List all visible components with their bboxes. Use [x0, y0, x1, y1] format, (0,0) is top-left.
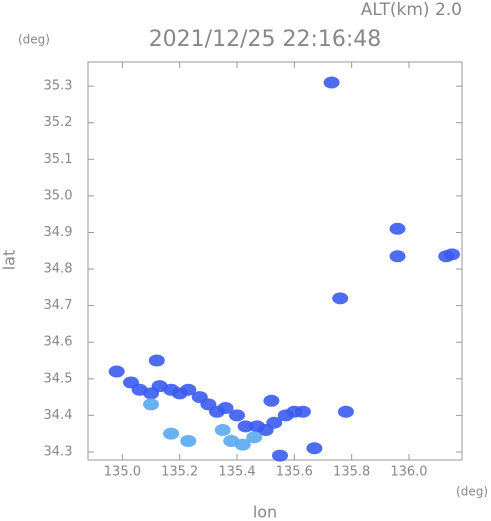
x-axis-label: lon [253, 503, 277, 521]
radar-echo [294, 405, 311, 418]
radar-echo [263, 394, 280, 407]
y-tick-label: 34.6 [44, 335, 73, 350]
radar-echo [272, 449, 289, 462]
y-tick-label: 35.0 [44, 188, 73, 203]
chart-title: 2021/12/25 22:16:48 [149, 27, 382, 52]
radar-echo [389, 250, 406, 263]
y-tick-label: 34.4 [44, 408, 73, 423]
y-tick-label: 34.5 [44, 371, 73, 386]
radar-echo [234, 438, 251, 451]
altitude-label: ALT(km) 2.0 [361, 0, 462, 20]
y-unit: (deg) [18, 33, 50, 47]
y-axis-label: lat [0, 250, 19, 271]
radar-echo [180, 434, 197, 447]
y-tick-label: 35.3 [44, 79, 73, 94]
y-tick-label: 35.2 [44, 115, 73, 130]
x-unit: (deg) [456, 485, 488, 499]
y-tick-label: 34.9 [44, 225, 73, 240]
radar-echo [323, 76, 340, 89]
radar-echo [237, 420, 254, 433]
radar-echo [337, 405, 354, 418]
radar-echo [180, 383, 197, 396]
radar-echo [229, 409, 246, 422]
radar-echo [217, 402, 234, 415]
radar-echo [214, 424, 231, 437]
radar-echo [332, 292, 349, 305]
x-tick-label: 135.8 [333, 465, 370, 480]
radar-echo [246, 431, 263, 444]
radar-echo [148, 354, 165, 367]
y-tick-label: 35.1 [44, 152, 73, 167]
radar-echo [443, 248, 460, 261]
y-tick-label: 34.8 [44, 262, 73, 277]
radar-echo [389, 222, 406, 235]
radar-echo [306, 442, 323, 455]
radar-echo [108, 365, 125, 378]
y-tick-label: 34.7 [44, 298, 73, 313]
x-tick-label: 136.0 [390, 465, 427, 480]
radar-echo [266, 416, 283, 429]
x-tick-label: 135.4 [218, 465, 255, 480]
radar-echo [163, 427, 180, 440]
x-tick-label: 135.0 [104, 465, 141, 480]
x-tick-label: 135.6 [276, 465, 313, 480]
radar-echo [143, 398, 160, 411]
x-tick-label: 135.2 [161, 465, 198, 480]
y-tick-label: 34.3 [44, 444, 73, 459]
